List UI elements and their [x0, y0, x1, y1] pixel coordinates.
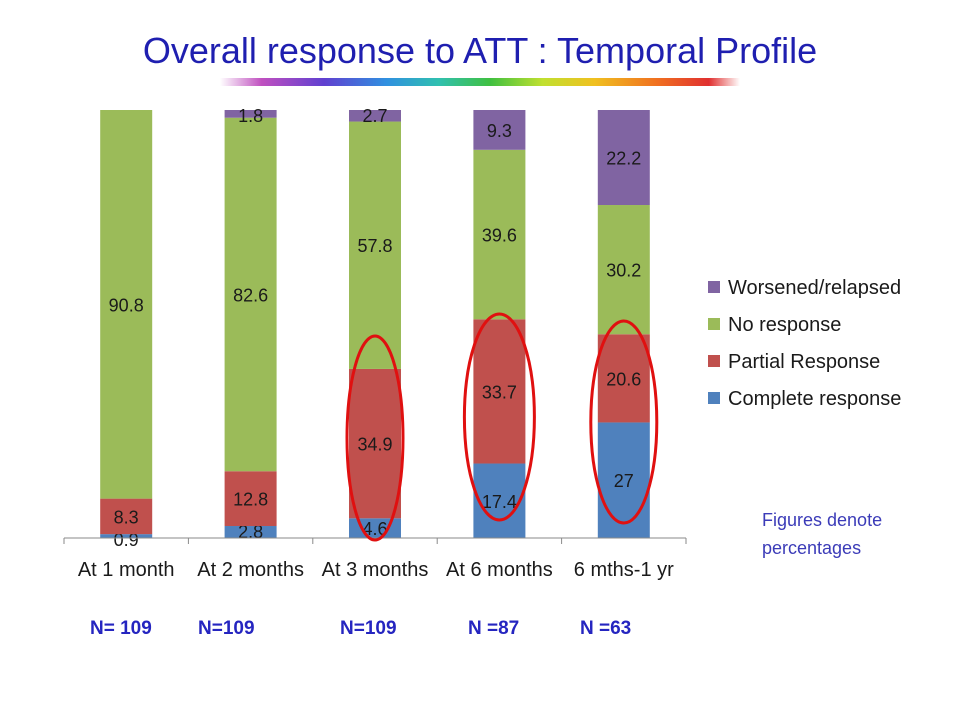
percentage-note: Figures denote percentages	[762, 510, 883, 558]
bar-segment-complete-response	[349, 518, 401, 538]
bar-segment-worsened-relapsed	[473, 110, 526, 150]
data-label: 12.8	[233, 490, 268, 510]
x-tick-label: At 3 months	[322, 559, 429, 581]
bar-segment-partial-response	[473, 319, 526, 464]
sample-size-label-1: N= 109	[90, 618, 152, 639]
sample-size-label-3: N=109	[340, 618, 397, 639]
x-tick-label: At 1 month	[78, 559, 175, 581]
bar-segment-worsened-relapsed	[224, 110, 277, 118]
bar-segment-no-response	[597, 205, 650, 335]
bar-segment-partial-response	[349, 368, 401, 519]
x-tick-label: At 6 months	[446, 559, 553, 581]
data-label: 17.4	[482, 492, 517, 512]
sample-size-label-4: N =87	[468, 618, 520, 639]
data-label: 9.3	[487, 121, 512, 141]
data-label: 90.8	[109, 295, 144, 315]
data-label: 1.8	[238, 106, 263, 126]
bar-segment-no-response	[473, 149, 526, 320]
legend-swatch-partial-response	[708, 355, 720, 367]
legend-label-worsened-relapsed: Worsened/relapsed	[728, 277, 901, 299]
bar-segment-partial-response	[224, 471, 277, 527]
bar-segment-complete-response	[224, 526, 277, 538]
legend-swatch-worsened-relapsed	[708, 281, 720, 293]
bar-segment-no-response	[224, 117, 277, 472]
sample-size-label-5: N =63	[580, 618, 632, 639]
legend-swatch-complete-response	[708, 392, 720, 404]
data-label: 22.2	[606, 149, 641, 169]
legend-label-partial-response: Partial Response	[728, 351, 880, 373]
data-label: 30.2	[606, 261, 641, 281]
bar-segment-complete-response	[597, 422, 650, 538]
data-label: 4.6	[362, 519, 387, 539]
bar-segment-no-response	[349, 121, 401, 369]
data-label: 39.6	[482, 226, 517, 246]
data-label: 2.7	[362, 106, 387, 126]
highlight-ellipse	[589, 319, 659, 525]
highlight-ellipse	[345, 334, 405, 542]
data-label: 2.8	[238, 522, 263, 542]
bar-segment-partial-response	[597, 334, 650, 423]
data-label: 0.9	[114, 530, 139, 550]
legend-label-no-response: No response	[728, 314, 841, 336]
bar-segment-complete-response	[100, 534, 153, 538]
highlight-ellipse	[462, 312, 536, 522]
bar-segment-worsened-relapsed	[349, 110, 401, 122]
slide-title: Overall response to ATT : Temporal Profi…	[142, 30, 818, 71]
legend-label-complete-response: Complete response	[728, 388, 901, 410]
x-tick-label: 6 mths-1 yr	[574, 559, 674, 581]
x-tick-label: At 2 months	[197, 559, 304, 581]
bar-segment-partial-response	[100, 498, 153, 535]
data-label: 33.7	[482, 382, 517, 402]
data-label: 57.8	[357, 236, 392, 256]
data-label: 8.3	[114, 507, 139, 527]
bar-segment-no-response	[100, 110, 153, 499]
data-label: 27	[614, 471, 634, 491]
data-label: 82.6	[233, 285, 268, 305]
data-label: 20.6	[606, 369, 641, 389]
data-label: 34.9	[357, 435, 392, 455]
bar-segment-complete-response	[473, 463, 526, 538]
title-underline-decoration	[220, 78, 740, 86]
legend-swatch-no-response	[708, 318, 720, 330]
bar-segment-worsened-relapsed	[597, 110, 650, 206]
sample-size-label-2: N=109	[198, 618, 255, 639]
